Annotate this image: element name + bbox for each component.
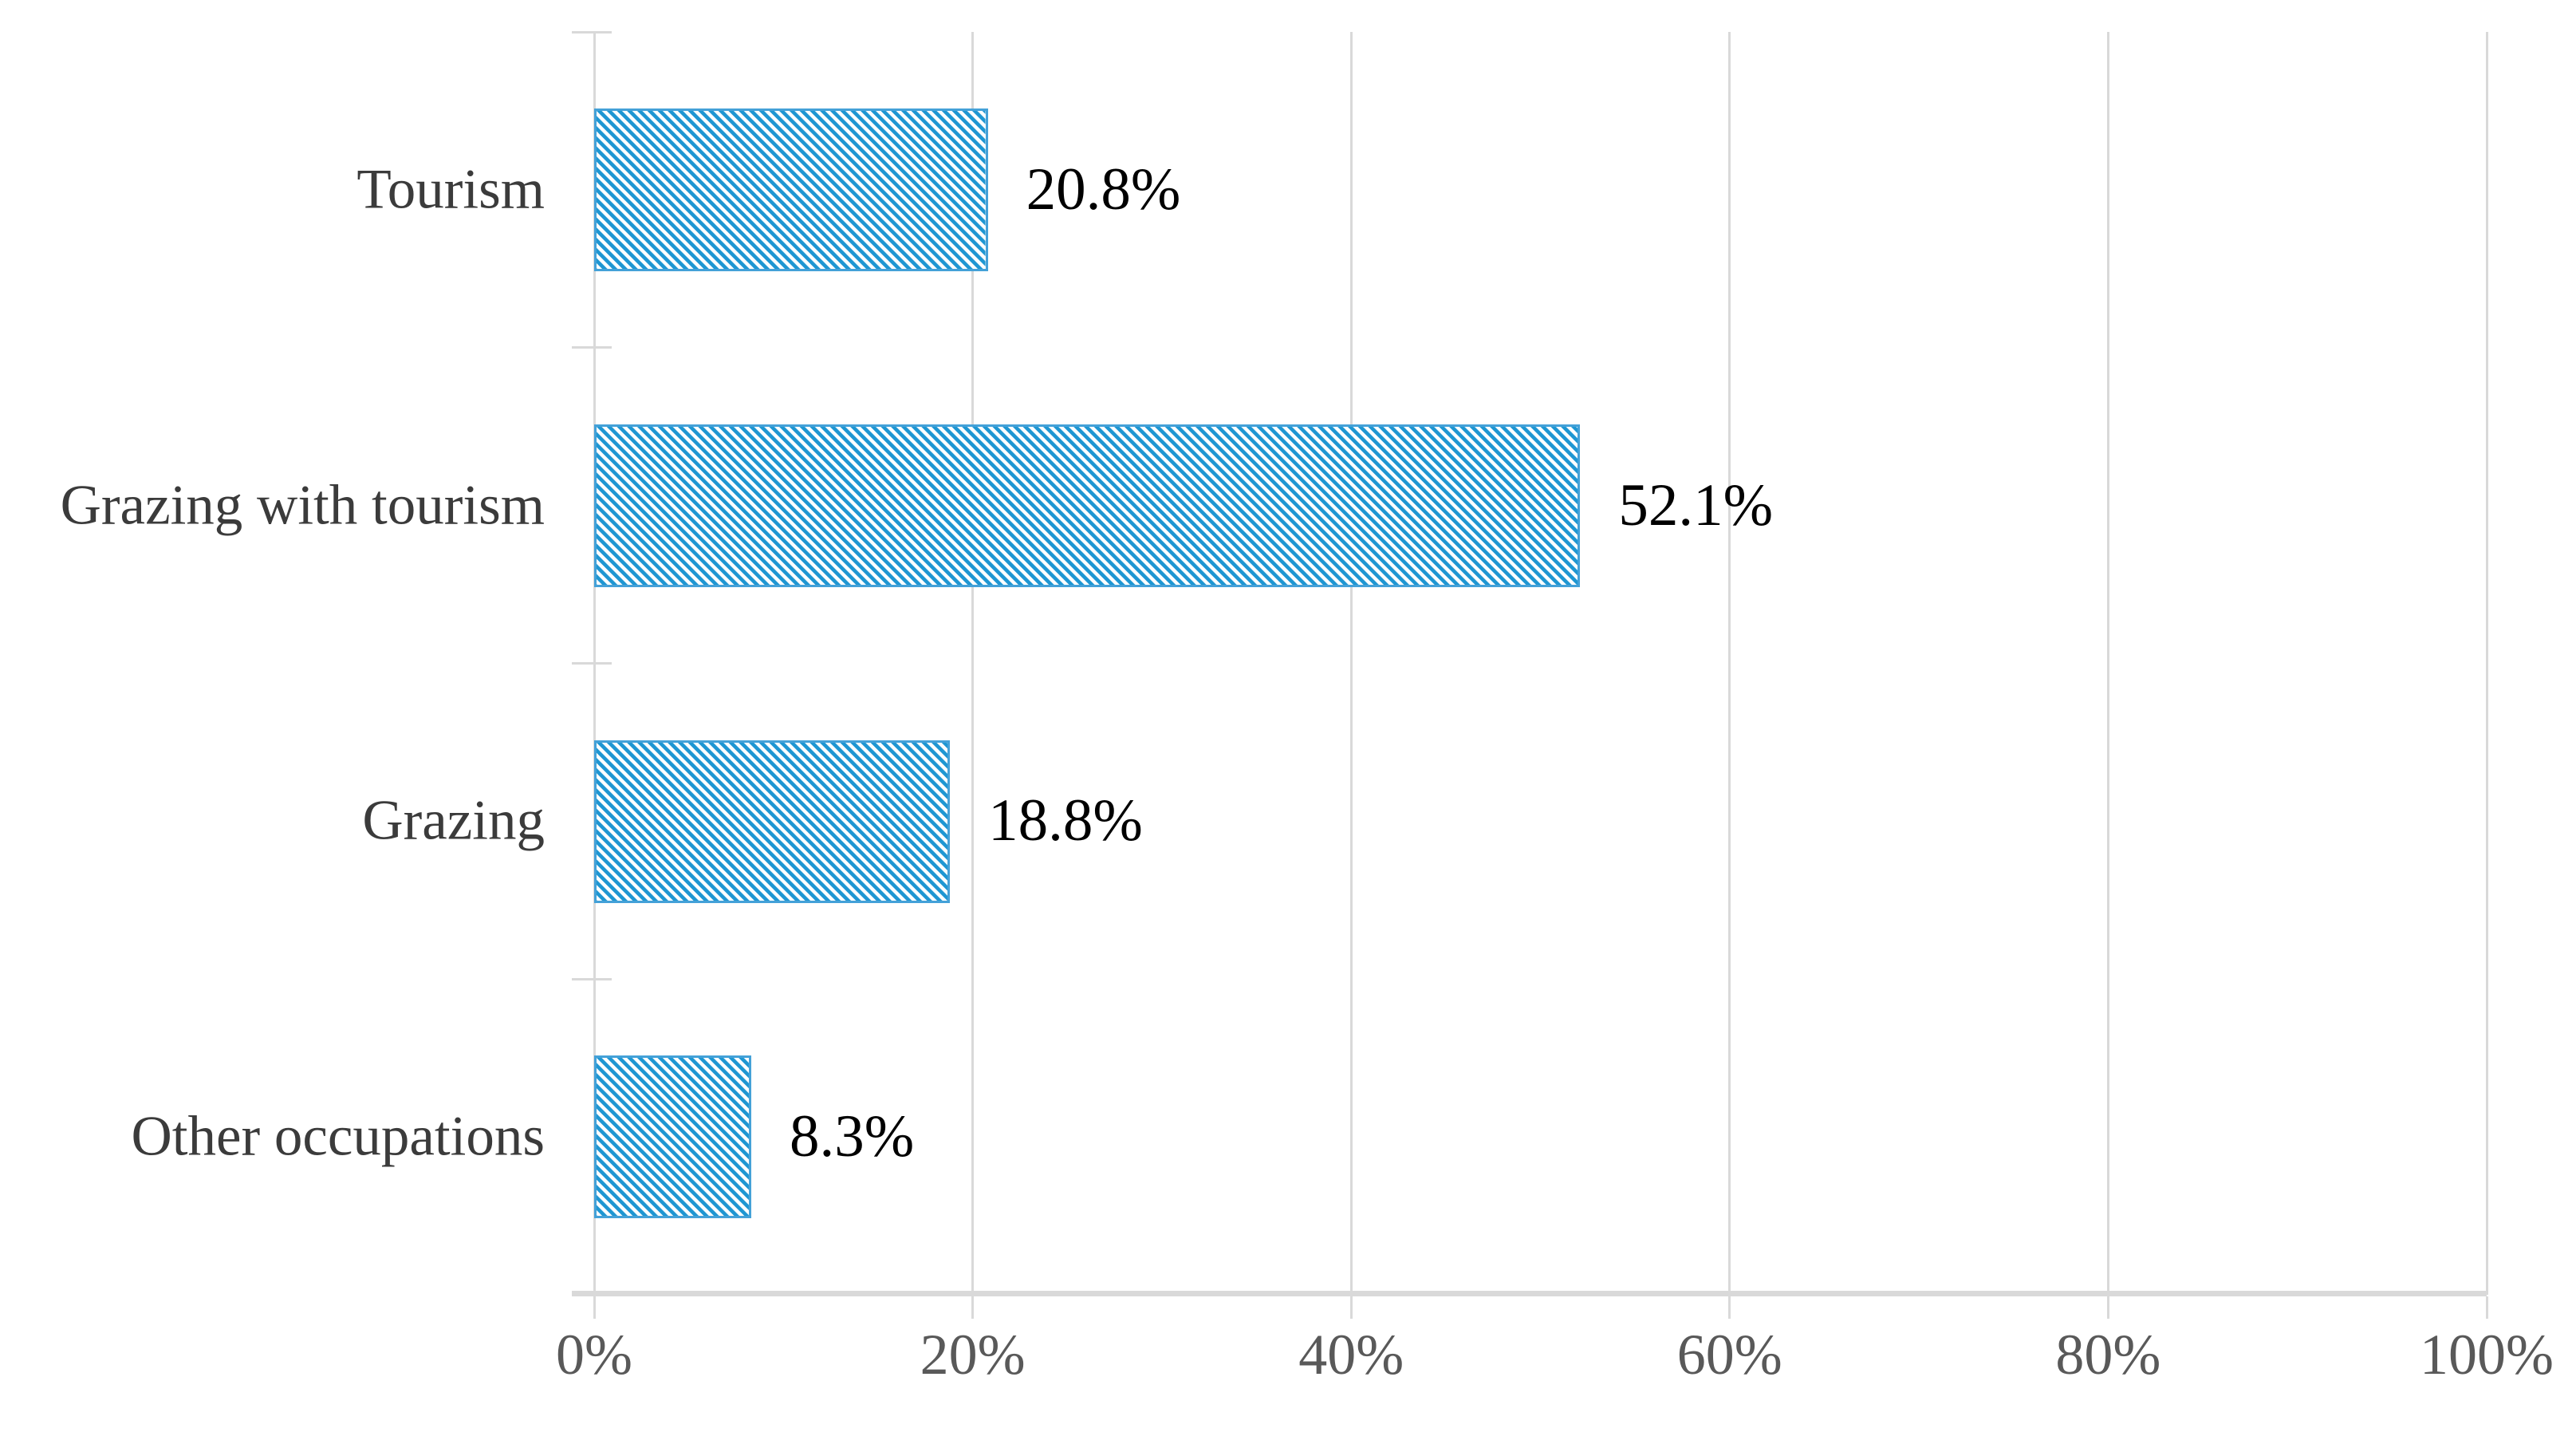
x-axis-tick-mark: [1349, 1296, 1353, 1319]
data-label: 18.8%: [988, 787, 1143, 854]
x-tick-label: 0%: [556, 1323, 632, 1387]
hatch-fill: [597, 742, 948, 901]
data-label: 52.1%: [1618, 471, 1774, 538]
category-axis-tick-mark: [572, 977, 612, 980]
hatch-fill: [597, 1058, 749, 1217]
x-axis-tick-mark: [1728, 1296, 1731, 1319]
x-tick-label: 40%: [1298, 1323, 1404, 1387]
bar-row-other-occupations: Other occupations 8.3%: [131, 979, 2487, 1295]
category-axis-tick-mark: [572, 30, 612, 34]
x-tick-label: 100%: [2420, 1323, 2554, 1387]
gridline-20: [971, 32, 975, 1295]
category-axis-tick-mark: [572, 346, 612, 349]
data-label: 20.8%: [1026, 156, 1181, 223]
x-axis-tick-mark: [2485, 1296, 2488, 1319]
bar-row-grazing: Grazing 18.8%: [362, 664, 2487, 980]
category-label: Other occupations: [131, 1105, 545, 1168]
x-axis-tick-labels: 0% 20% 40% 60% 80% 100%: [556, 1318, 2554, 1398]
bar-row-grazing-with-tourism: Grazing with tourism 52.1%: [61, 348, 2487, 664]
gridline-40: [1349, 32, 1353, 1295]
category-axis-tick-mark: [572, 662, 612, 665]
gridline-60: [1728, 32, 1731, 1295]
x-axis-tick-mark: [971, 1296, 975, 1319]
category-label: Tourism: [356, 158, 545, 221]
data-label: 8.3%: [789, 1103, 915, 1170]
category-label: Grazing: [362, 789, 545, 852]
bar-grazing: [594, 740, 951, 903]
category-axis-line: [593, 32, 596, 1318]
bar-row-tourism: Tourism 20.8%: [356, 32, 2487, 348]
bar-grazing-with-tourism: [594, 424, 1581, 587]
x-tick-label: 60%: [1676, 1323, 1782, 1387]
category-label: Grazing with tourism: [60, 474, 545, 537]
x-axis-tick-mark: [593, 1296, 596, 1319]
bar-tourism: [594, 108, 988, 271]
hatch-fill: [597, 426, 1578, 585]
gridline-80: [2106, 32, 2109, 1295]
x-tick-label: 80%: [2055, 1323, 2161, 1387]
value-axis-line: [572, 1291, 2487, 1296]
x-axis-tick-mark: [2106, 1296, 2109, 1319]
gridline-100: [2485, 32, 2488, 1295]
plot-area: Tourism 20.8% Grazing with tourism 52.1% Gra…: [61, 30, 2488, 1319]
hatch-fill: [597, 111, 986, 269]
x-tick-label: 20%: [920, 1323, 1026, 1387]
bar-other-occupations: [594, 1055, 751, 1219]
